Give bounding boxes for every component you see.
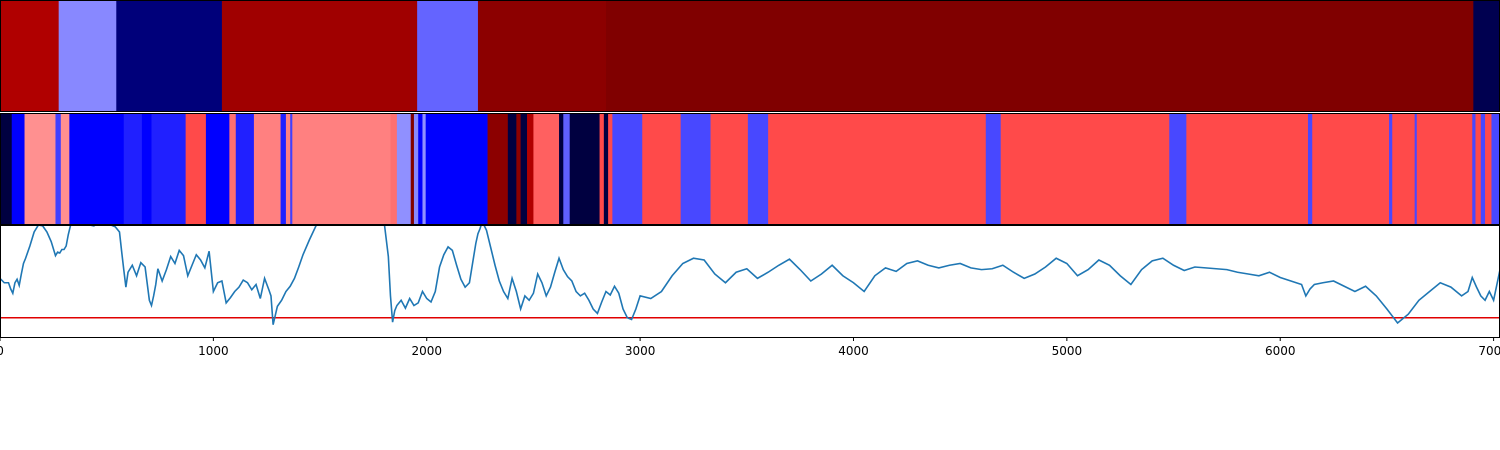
- band-2-segment: [710, 113, 749, 225]
- band-2-segment: [253, 113, 281, 225]
- band-2-segment: [185, 113, 207, 225]
- line-panel-plot: [0, 225, 1500, 325]
- band-1-segment: [1473, 0, 1500, 112]
- band-2-segment: [1000, 113, 1170, 225]
- band-2-segment: [608, 113, 613, 225]
- line-panel-frame: [0, 225, 1500, 338]
- band-2-segment: [1480, 113, 1486, 225]
- band-2-segment: [151, 113, 187, 225]
- x-tick-label: 2000: [411, 344, 442, 358]
- band-2-segment: [569, 113, 600, 225]
- band-2-segment: [292, 113, 391, 225]
- band-2-segment: [396, 113, 412, 225]
- band-2-segment: [235, 113, 255, 225]
- band-2-segment: [425, 113, 488, 225]
- top-band-heatmap: [0, 0, 1500, 112]
- band-2-segment: [1186, 113, 1309, 225]
- band-2-segment: [612, 113, 643, 225]
- band-1-segment: [116, 0, 223, 112]
- band-2-segment: [418, 113, 423, 225]
- band-2-segment: [123, 113, 143, 225]
- series-line: [0, 225, 1500, 325]
- band-2-segment: [516, 113, 522, 225]
- band-2-segment: [680, 113, 711, 225]
- band-2-segment: [1392, 113, 1416, 225]
- band-2-segment: [11, 113, 25, 225]
- x-tick-label: 4000: [838, 344, 869, 358]
- band-1-segment: [221, 0, 418, 112]
- band-2-segment: [507, 113, 517, 225]
- band-2-segment: [60, 113, 70, 225]
- band-1-segment: [477, 0, 607, 112]
- band-2-segment: [141, 113, 152, 225]
- band-2-segment: [487, 113, 509, 225]
- band-1-segment: [605, 0, 1474, 112]
- band-2-segment: [280, 113, 287, 225]
- x-axis: 0 1000 2000 3000 4000 5000 6000 7000: [0, 337, 1500, 358]
- x-tick-label: 7000: [1478, 344, 1500, 358]
- band-2-segment: [1491, 113, 1500, 225]
- band-2-segment: [533, 113, 560, 225]
- band-2-segment: [290, 113, 293, 225]
- band-2-segment: [603, 113, 609, 225]
- x-tick-label: 5000: [1052, 344, 1083, 358]
- band-2-segment: [1475, 113, 1482, 225]
- x-tick-label: 0: [0, 344, 4, 358]
- band-2-segment: [599, 113, 605, 225]
- band-2-segment: [69, 113, 125, 225]
- band-2-segment: [768, 113, 987, 225]
- band-2-segment: [563, 113, 571, 225]
- band-1-segment: [417, 0, 479, 112]
- band-1-segment: [0, 0, 60, 112]
- band-2-segment: [1307, 113, 1313, 225]
- band-2-segment: [1485, 113, 1492, 225]
- band-2-segment: [1169, 113, 1187, 225]
- band-2-segment: [205, 113, 230, 225]
- x-tick-label: 3000: [625, 344, 656, 358]
- band-2-segment: [747, 113, 769, 225]
- band-2-segment: [559, 113, 564, 225]
- x-tick-label: 1000: [198, 344, 229, 358]
- band-2-segment: [1414, 113, 1418, 225]
- band-2-segment: [229, 113, 237, 225]
- band-2-segment: [0, 113, 13, 225]
- band-2-segment: [642, 113, 682, 225]
- x-tick-label: 6000: [1265, 344, 1296, 358]
- band-1-segment: [58, 0, 117, 112]
- band-2-segment: [410, 113, 415, 225]
- band-2-segment: [1416, 113, 1473, 225]
- band-2-segment: [413, 113, 419, 225]
- band-2-segment: [520, 113, 528, 225]
- band-2-segment: [985, 113, 1002, 225]
- band-2-segment: [1312, 113, 1390, 225]
- band-2-segment: [24, 113, 56, 225]
- band-2-segment: [390, 113, 398, 225]
- band-2-segment: [1472, 113, 1476, 225]
- middle-band-heatmap: [0, 113, 1500, 225]
- band-2-segment: [527, 113, 534, 225]
- band-2-segment: [422, 113, 427, 225]
- band-2-segment: [1389, 113, 1393, 225]
- band-2-segment: [285, 113, 291, 225]
- band-2-segment: [55, 113, 62, 225]
